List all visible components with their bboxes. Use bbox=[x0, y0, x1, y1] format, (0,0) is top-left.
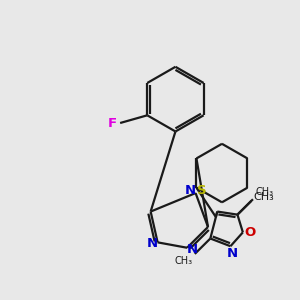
Text: N: N bbox=[226, 247, 238, 260]
Text: N: N bbox=[147, 237, 158, 250]
Text: O: O bbox=[244, 226, 256, 239]
Text: N: N bbox=[187, 243, 198, 256]
Text: CH₃: CH₃ bbox=[174, 256, 193, 266]
Text: S: S bbox=[197, 184, 207, 196]
Text: F: F bbox=[108, 117, 117, 130]
Text: CH₃: CH₃ bbox=[253, 192, 274, 202]
Text: CH₃: CH₃ bbox=[255, 187, 273, 197]
Text: N: N bbox=[185, 184, 196, 196]
